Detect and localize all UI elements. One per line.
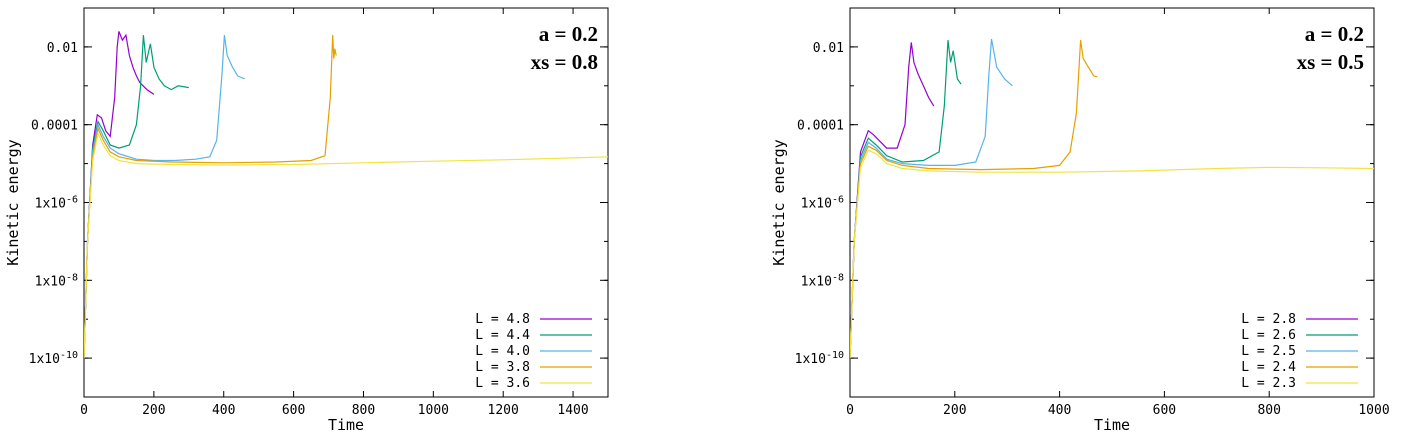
legend-label: L = 4.4 xyxy=(475,328,530,343)
annotation-text: xs = 0.8 xyxy=(531,50,598,74)
chart-panel-1: 0 200 400 600 800 1000 1x10-10 1x10-8 1x10-6 0.00… xyxy=(770,7,1390,434)
y-axis-title: Kinetic energy xyxy=(770,139,788,265)
x-tick-label: 0 xyxy=(80,403,88,418)
x-tick-label: 1200 xyxy=(488,403,519,418)
x-tick-label: 0 xyxy=(846,403,854,418)
legend-label: L = 2.3 xyxy=(1241,376,1296,391)
series-line-4 xyxy=(850,149,1374,359)
x-tick-label: 1400 xyxy=(557,403,588,418)
y-tick-label: 0.0001 xyxy=(31,119,78,134)
legend-label: L = 3.8 xyxy=(475,360,530,375)
y-axis-title: Kinetic energy xyxy=(4,139,22,265)
x-tick-label: 800 xyxy=(352,403,375,418)
series-line-2 xyxy=(84,35,245,359)
legend-label: L = 2.4 xyxy=(1241,360,1296,375)
y-tick-label: 1x10-10 xyxy=(795,350,844,367)
series-line-1 xyxy=(84,35,189,359)
legend-label: L = 4.8 xyxy=(475,312,530,327)
y-tick-label: 1x10-6 xyxy=(801,195,844,212)
y-tick-label: 0.01 xyxy=(47,41,78,56)
legend-label: L = 2.5 xyxy=(1241,344,1296,359)
legend-label: L = 4.0 xyxy=(475,344,530,359)
x-tick-label: 1000 xyxy=(418,403,449,418)
y-tick-label: 1x10-10 xyxy=(29,350,78,367)
x-tick-label: 400 xyxy=(1048,403,1071,418)
annotation-text: xs = 0.5 xyxy=(1297,50,1364,74)
legend-label: L = 3.6 xyxy=(475,376,530,391)
series-line-3 xyxy=(850,40,1098,359)
series-line-3 xyxy=(84,35,337,359)
x-tick-label: 200 xyxy=(142,403,165,418)
x-tick-label: 400 xyxy=(212,403,235,418)
series-line-2 xyxy=(850,38,1013,359)
y-tick-label: 0.01 xyxy=(813,41,844,56)
legend-label: L = 2.6 xyxy=(1241,328,1296,343)
x-tick-label: 600 xyxy=(1153,403,1176,418)
x-axis-title: Time xyxy=(1094,416,1130,434)
x-tick-label: 1000 xyxy=(1358,403,1389,418)
x-axis-title: Time xyxy=(328,416,364,434)
series-line-0 xyxy=(84,31,155,359)
legend-label: L = 2.8 xyxy=(1241,312,1296,327)
x-tick-label: 200 xyxy=(943,403,966,418)
series-line-0 xyxy=(850,42,935,359)
chart-panel-0: 0 200 400 600 800 1000 1200 1400 1x10-10 1x10-8 1x… xyxy=(4,7,609,434)
y-tick-label: 1x10-6 xyxy=(35,195,78,212)
y-tick-label: 1x10-8 xyxy=(801,272,844,289)
series-line-1 xyxy=(850,40,962,359)
annotation-text: a = 0.2 xyxy=(1305,22,1364,46)
annotation-text: a = 0.2 xyxy=(539,22,598,46)
x-tick-label: 600 xyxy=(282,403,305,418)
y-tick-label: 1x10-8 xyxy=(35,272,78,289)
x-tick-label: 800 xyxy=(1257,403,1280,418)
series-line-4 xyxy=(84,131,608,359)
y-tick-label: 0.0001 xyxy=(797,119,844,134)
